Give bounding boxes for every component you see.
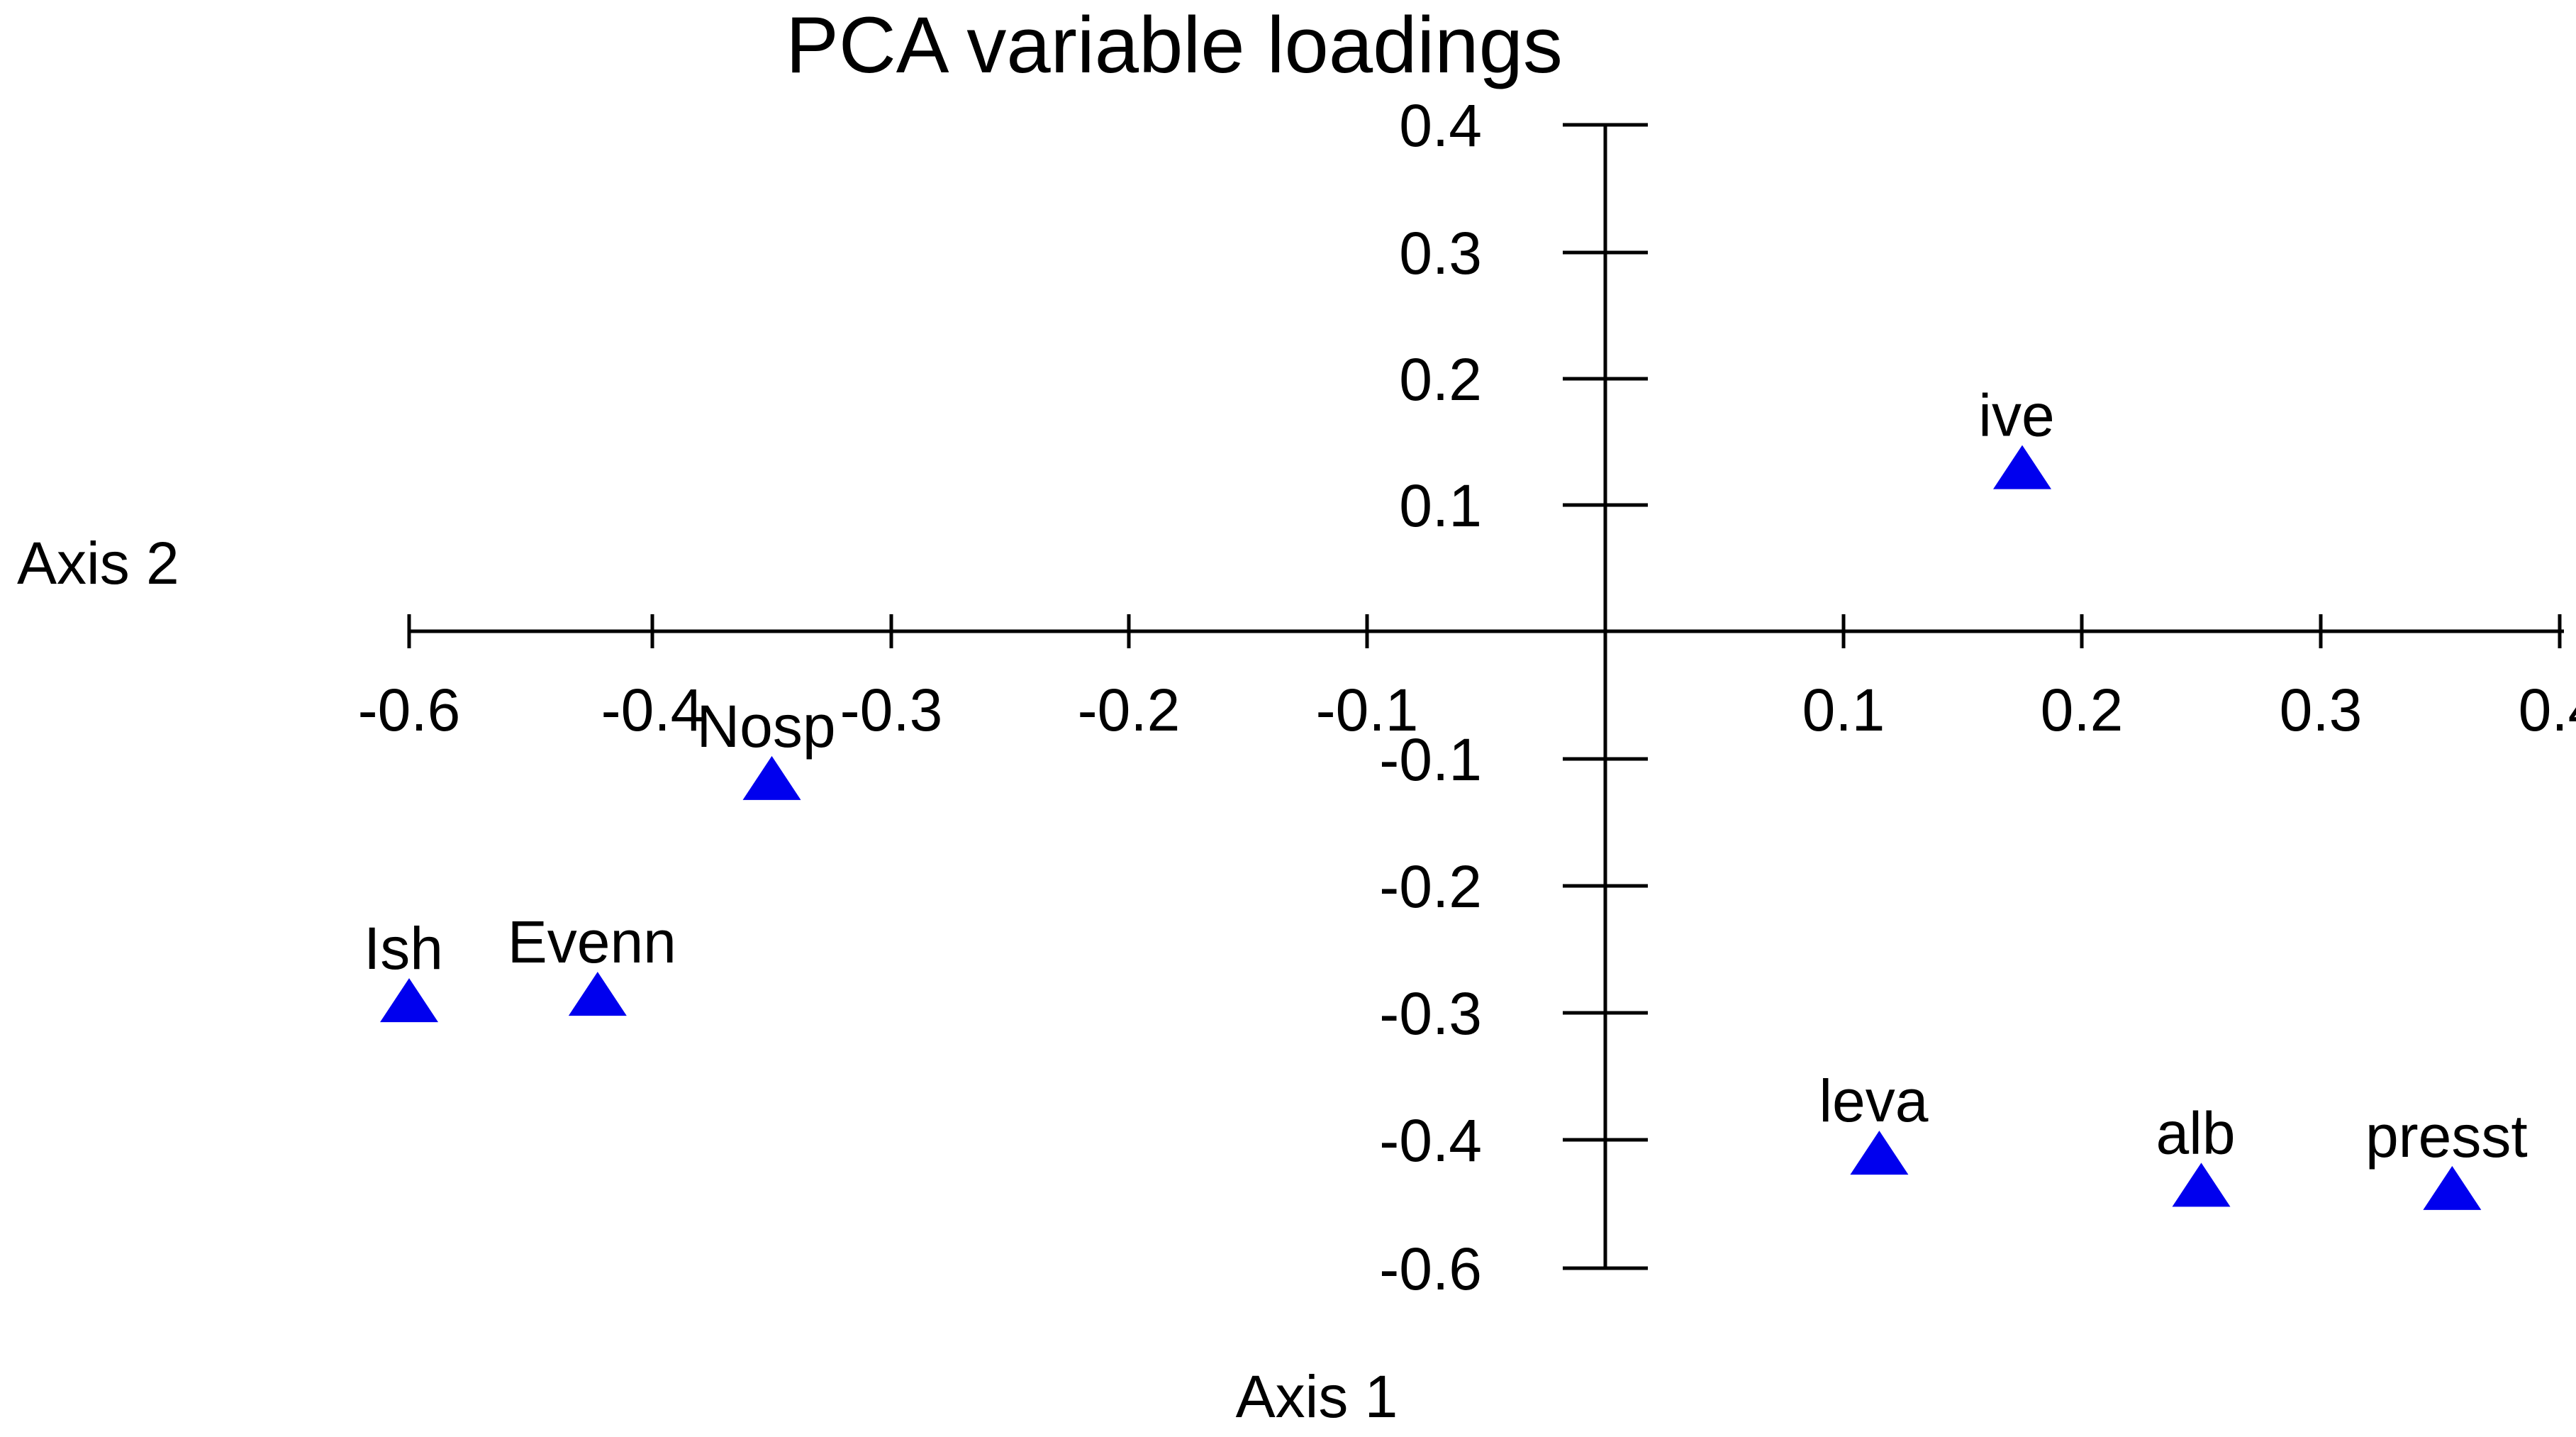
point-marker-ish (380, 978, 438, 1023)
x-tick-label: -0.3 (840, 677, 943, 743)
y-tick-label: -0.6 (1379, 1236, 1482, 1302)
point-marker-ive (1993, 445, 2051, 489)
x-tick-label: -0.4 (601, 677, 704, 743)
y-tick-label: -0.1 (1379, 726, 1482, 793)
y-tick-label: -0.3 (1379, 980, 1482, 1047)
point-label-nosp: Nosp (696, 693, 835, 760)
point-label-evenn: Evenn (508, 909, 676, 975)
x-tick-label: -0.6 (358, 677, 461, 743)
x-tick-label: 0.3 (2280, 677, 2363, 743)
y-tick-label: 0.3 (1399, 220, 1482, 287)
y-tick-label: -0.2 (1379, 853, 1482, 920)
x-tick-label: -0.1 (1316, 677, 1419, 743)
x-tick-label: 0.4 (2519, 677, 2576, 743)
data-points: ive Nosp Ish Evenn leva alb presst (364, 382, 2528, 1210)
x-tick-label: 0.2 (2041, 677, 2124, 743)
y-tick-label: -0.4 (1379, 1107, 1482, 1174)
x-axis-title: Axis 1 (1236, 1363, 1398, 1430)
y-axis-title: Axis 2 (17, 530, 179, 597)
point-label-ish: Ish (364, 915, 443, 982)
point-marker-nosp (742, 755, 801, 800)
point-label-leva: leva (1819, 1067, 1928, 1134)
point-marker-presst (2423, 1165, 2482, 1210)
point-label-presst: presst (2365, 1103, 2528, 1170)
y-tick-label: 0.1 (1399, 472, 1482, 539)
point-label-ive: ive (1978, 382, 2054, 449)
y-tick-label: 0.2 (1399, 346, 1482, 413)
y-axis-ticks: 0.4 0.3 0.2 0.1 -0.1 -0.2 -0.3 -0.4 -0.6 (1379, 92, 1648, 1302)
point-marker-evenn (568, 972, 627, 1016)
point-marker-alb (2172, 1163, 2231, 1207)
x-tick-label: 0.1 (1802, 677, 1885, 743)
x-tick-label: -0.2 (1078, 677, 1181, 743)
point-label-alb: alb (2156, 1099, 2235, 1166)
y-tick-label: 0.4 (1399, 92, 1482, 159)
chart-title: PCA variable loadings (786, 1, 1563, 89)
point-marker-leva (1850, 1131, 1909, 1175)
x-axis-ticks: -0.6 -0.4 -0.3 -0.2 -0.1 0.1 0.2 0.3 0.4 (358, 614, 2576, 743)
